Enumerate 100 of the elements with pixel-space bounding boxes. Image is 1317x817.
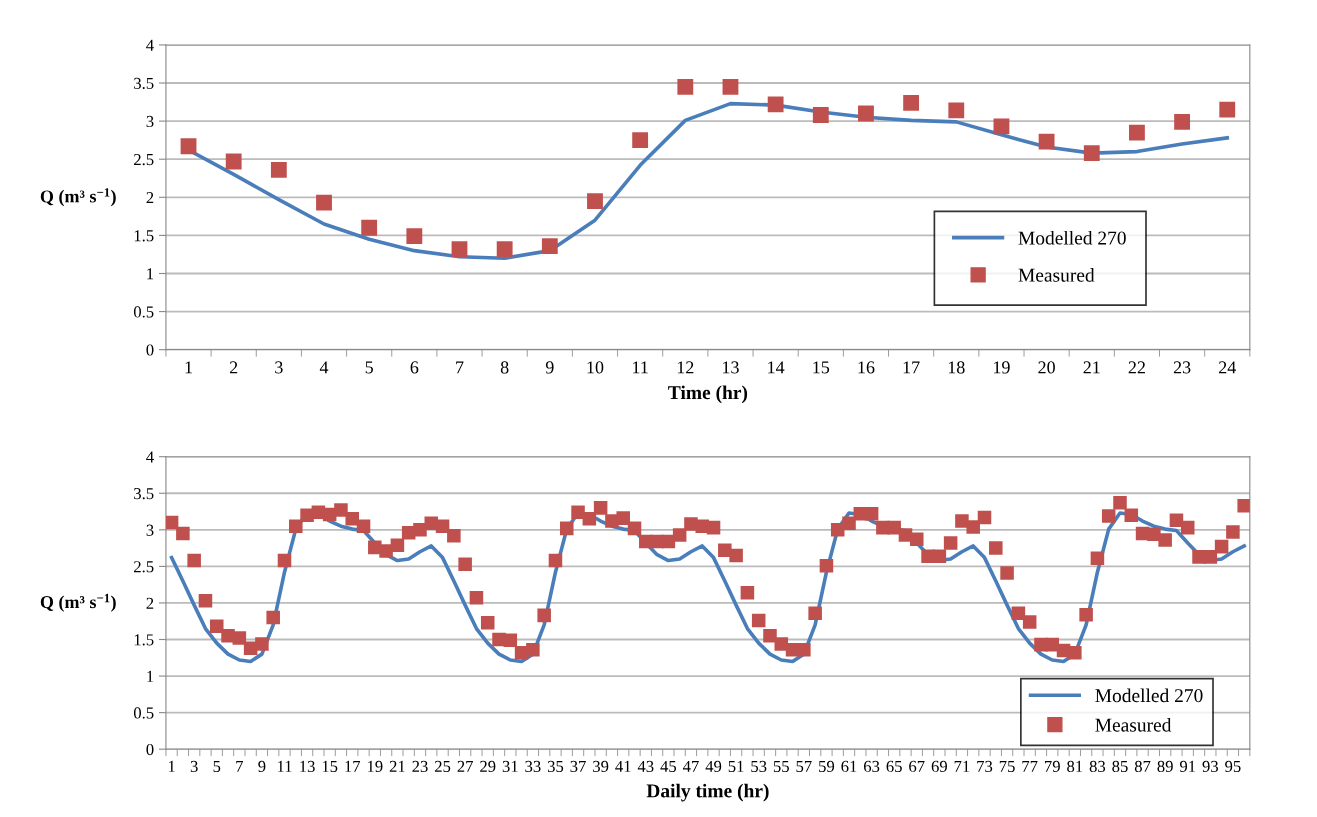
- point: [541, 238, 558, 254]
- x-tick-label: 22: [1128, 361, 1145, 374]
- x-tick-label: 73: [977, 760, 993, 773]
- x-tick-label: 13: [723, 361, 739, 374]
- x-tick-label: 23: [1173, 361, 1191, 374]
- x-tick-label: 65: [886, 760, 902, 773]
- x-tick-label: 69: [931, 760, 947, 773]
- x-tick-label: 67: [909, 760, 925, 773]
- y-tick-label: 1.5: [134, 634, 154, 646]
- x-tick-label: 61: [841, 760, 857, 773]
- y-axis-title: Q (m³ s$^{−1}$): [40, 188, 116, 207]
- x-tick-label: 39: [593, 760, 609, 773]
- y-tick-label: 2.5: [134, 561, 154, 573]
- x-tick-label: 71: [954, 760, 970, 772]
- x-tick-label: 55: [773, 760, 789, 773]
- x-tick-label: 16: [858, 361, 875, 374]
- y-tick-label: 3.5: [134, 77, 154, 90]
- x-tick-label: 25: [434, 760, 451, 773]
- point: [677, 78, 694, 95]
- legend-label: Measured: [1095, 717, 1172, 732]
- point: [406, 228, 423, 245]
- point: [858, 105, 874, 122]
- legend-label: Measured: [1018, 268, 1095, 282]
- x-tick-label: 87: [1134, 760, 1151, 773]
- x-tick-label: 85: [1112, 760, 1128, 773]
- x-tick-label: 5: [365, 361, 373, 374]
- y-tick-label: 3.5: [134, 488, 154, 500]
- y-tick-label: 3: [146, 115, 154, 128]
- x-tick-label: 79: [1045, 760, 1060, 773]
- y-tick-label: 4: [146, 39, 154, 51]
- x-tick-label: 47: [682, 760, 699, 772]
- x-tick-label: 81: [1067, 760, 1083, 773]
- legend-label: Modelled 270: [1018, 230, 1126, 245]
- y-tick-label: 0: [146, 344, 154, 356]
- point: [316, 194, 332, 211]
- point: [225, 153, 242, 170]
- x-tick-label: 19: [994, 361, 1010, 374]
- point: [587, 193, 603, 210]
- x-tick-label: 27: [457, 760, 473, 772]
- x-tick-label: 17: [345, 760, 361, 772]
- x-tick-label: 89: [1157, 760, 1173, 773]
- point: [767, 96, 784, 113]
- x-tick-label: 10: [587, 361, 604, 374]
- x-tick-label: 4: [319, 361, 329, 374]
- x-tick-label: 45: [660, 760, 677, 773]
- x-tick-label: 19: [367, 760, 383, 773]
- x-tick-label: 11: [633, 361, 648, 374]
- x-tick-label: 43: [637, 760, 654, 773]
- x-tick-label: 15: [813, 361, 830, 374]
- x-tick-label: 9: [545, 361, 554, 374]
- x-tick-label: 51: [728, 760, 744, 773]
- x-tick-label: 59: [819, 760, 835, 773]
- point: [1129, 124, 1145, 141]
- x-tick-label: 15: [322, 760, 338, 773]
- x-tick-label: 63: [863, 760, 880, 773]
- point: [1174, 113, 1191, 130]
- x-tick-label: 1: [168, 760, 175, 772]
- x-axis-title: Time (hr): [668, 385, 748, 404]
- x-tick-label: 21: [389, 760, 405, 772]
- y-tick-label: 0: [146, 743, 154, 756]
- point: [496, 241, 513, 258]
- x-tick-label: 21: [1083, 361, 1100, 374]
- x-tick-label: 1: [185, 361, 192, 374]
- x-tick-label: 75: [999, 760, 1015, 773]
- x-tick-label: 49: [705, 760, 722, 773]
- x-tick-label: 14: [768, 361, 785, 374]
- y-tick-label: 4: [146, 451, 154, 463]
- point: [451, 241, 468, 258]
- x-tick-label: 35: [547, 760, 564, 773]
- point: [1219, 101, 1236, 118]
- x-tick-label: 77: [1022, 760, 1038, 772]
- y-axis-title: Q (m³ s$^{−1}$): [40, 593, 116, 612]
- legend-label: Modelled 270: [1095, 688, 1203, 703]
- x-tick-label: 24: [1219, 361, 1236, 374]
- x-tick-label: 8: [500, 361, 509, 374]
- x-tick-label: 6: [410, 361, 419, 374]
- x-tick-label: 7: [456, 361, 464, 374]
- x-tick-label: 7: [236, 760, 244, 772]
- x-tick-label: 91: [1179, 760, 1196, 773]
- x-tick-label: 18: [948, 361, 965, 374]
- point: [270, 161, 287, 178]
- x-tick-label: 95: [1225, 760, 1241, 773]
- point: [812, 107, 829, 123]
- y-tick-label: 1.5: [134, 230, 154, 242]
- x-axis-title: Daily time (hr): [646, 783, 769, 802]
- point: [632, 132, 649, 149]
- y-tick-label: 1: [147, 670, 154, 682]
- x-tick-label: 23: [412, 760, 428, 773]
- x-tick-label: 13: [300, 760, 315, 773]
- point: [722, 78, 739, 95]
- y-tick-label: 3: [146, 524, 154, 536]
- x-tick-label: 11: [277, 760, 292, 772]
- x-tick-label: 57: [796, 760, 812, 773]
- x-tick-label: 83: [1089, 760, 1106, 773]
- x-tick-label: 31: [502, 760, 518, 773]
- x-tick-label: 53: [751, 760, 767, 773]
- point: [1038, 133, 1055, 150]
- x-tick-label: 33: [525, 760, 541, 773]
- y-tick-label: 0.5: [133, 707, 154, 719]
- y-tick-label: 0.5: [133, 306, 154, 318]
